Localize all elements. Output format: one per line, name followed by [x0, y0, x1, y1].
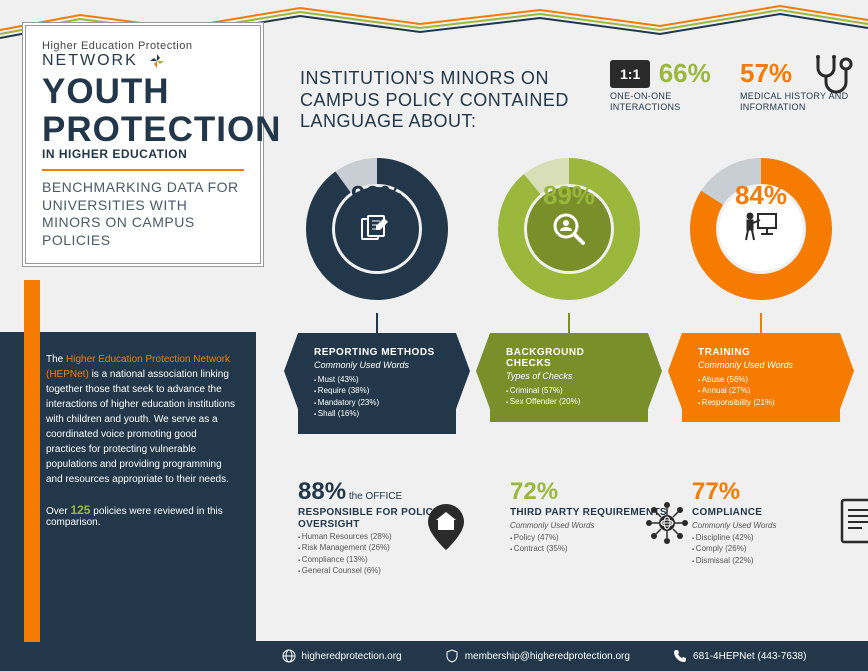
list-item: Shall (16%) — [314, 408, 440, 419]
stat-label: ONE-ON-ONE INTERACTIONS — [610, 91, 724, 113]
list-item: Require (38%) — [314, 385, 440, 396]
list-item: General Counsel (6%) — [298, 565, 468, 576]
section-heading: INSTITUTION'S MINORS ON CAMPUS POLICY CO… — [300, 68, 590, 133]
certificate-icon — [840, 498, 868, 548]
donut-pct: 84% — [682, 180, 840, 211]
list-item: Comply (26%) — [692, 543, 862, 554]
stat-third-party: 72% THIRD PARTY REQUIREMENTS Commonly Us… — [510, 478, 680, 555]
title-youth: YOUTH — [42, 76, 244, 108]
donut-background-checks: 89% BACKGROUND CHECKS Types of Checks Cr… — [490, 150, 648, 422]
list-item: Dismissal (22%) — [692, 555, 862, 566]
org-name-line1: Higher Education Protection — [42, 40, 244, 52]
list-item: Mandatory (23%) — [314, 397, 440, 408]
org-name-line2: NETWORK — [42, 52, 244, 70]
donut-training: 84% TRAINING Commonly Used Words Abuse (… — [682, 150, 840, 422]
subtitle-text: BENCHMARKING DATA FOR UNIVERSITIES WITH … — [42, 179, 244, 249]
stat-oversight: 88% the OFFICE RESPONSIBLE FOR POLICY OV… — [298, 478, 468, 577]
stem — [760, 313, 762, 333]
list-item: Responsibility (21%) — [698, 397, 824, 408]
footer-phone: 681-4HEPNet (443-7638) — [673, 649, 806, 663]
list-item: Annual (27%) — [698, 385, 824, 396]
pinwheel-icon — [148, 52, 166, 70]
stem — [568, 313, 570, 333]
badge-icon — [445, 649, 459, 663]
network-icon — [644, 500, 690, 546]
donut-chart — [490, 150, 648, 308]
reviewed-count: Over 125 policies were reviewed in this … — [46, 503, 236, 528]
globe-icon — [282, 649, 296, 663]
list-item: Sex Offender (20%) — [506, 396, 632, 407]
hex-label: REPORTING METHODS Commonly Used Words Mu… — [298, 333, 456, 434]
hex-label: TRAINING Commonly Used Words Abuse (56%)… — [682, 333, 840, 422]
item-list: Abuse (56%)Annual (27%)Responsibility (2… — [698, 374, 824, 408]
title-card: Higher Education Protection NETWORK YOUT… — [22, 22, 264, 267]
title-subhead: IN HIGHER EDUCATION — [42, 147, 244, 161]
donut-pct: 90% — [298, 180, 456, 211]
item-list: Criminal (57%)Sex Offender (20%) — [506, 385, 632, 408]
phone-icon — [673, 649, 687, 663]
stat-one-on-one: 1:1 66% ONE-ON-ONE INTERACTIONS — [610, 58, 724, 113]
description-text: The Higher Education Protection Network … — [46, 352, 236, 487]
stat-pct: 66% — [659, 58, 711, 89]
list-item: Discipline (42%) — [692, 532, 862, 543]
footer-bar: higheredprotection.org membership@higher… — [0, 641, 868, 671]
footer-web: higheredprotection.org — [282, 649, 402, 663]
item-list: Must (43%)Require (38%)Mandatory (23%)Sh… — [314, 374, 440, 420]
list-item: Criminal (57%) — [506, 385, 632, 396]
hex-label: BACKGROUND CHECKS Types of Checks Crimin… — [490, 333, 648, 422]
list-item: Must (43%) — [314, 374, 440, 385]
ratio-badge: 1:1 — [610, 60, 650, 88]
donut-chart — [298, 150, 456, 308]
stat-compliance: 77% COMPLIANCE Commonly Used Words Disci… — [692, 478, 862, 566]
title-divider — [42, 169, 244, 171]
home-pin-icon — [428, 504, 464, 550]
item-list: Discipline (42%)Comply (26%)Dismissal (2… — [692, 532, 862, 566]
donut-reporting: 90% REPORTING METHODS Commonly Used Word… — [298, 150, 456, 434]
orange-stripe — [24, 280, 40, 642]
stem — [376, 313, 378, 333]
stethoscope-icon — [808, 50, 856, 98]
footer-email: membership@higheredprotection.org — [445, 649, 630, 663]
list-item: Compliance (13%) — [298, 554, 468, 565]
donut-pct: 89% — [490, 180, 648, 211]
title-protection: PROTECTION — [42, 114, 244, 146]
list-item: Abuse (56%) — [698, 374, 824, 385]
donut-chart — [682, 150, 840, 308]
